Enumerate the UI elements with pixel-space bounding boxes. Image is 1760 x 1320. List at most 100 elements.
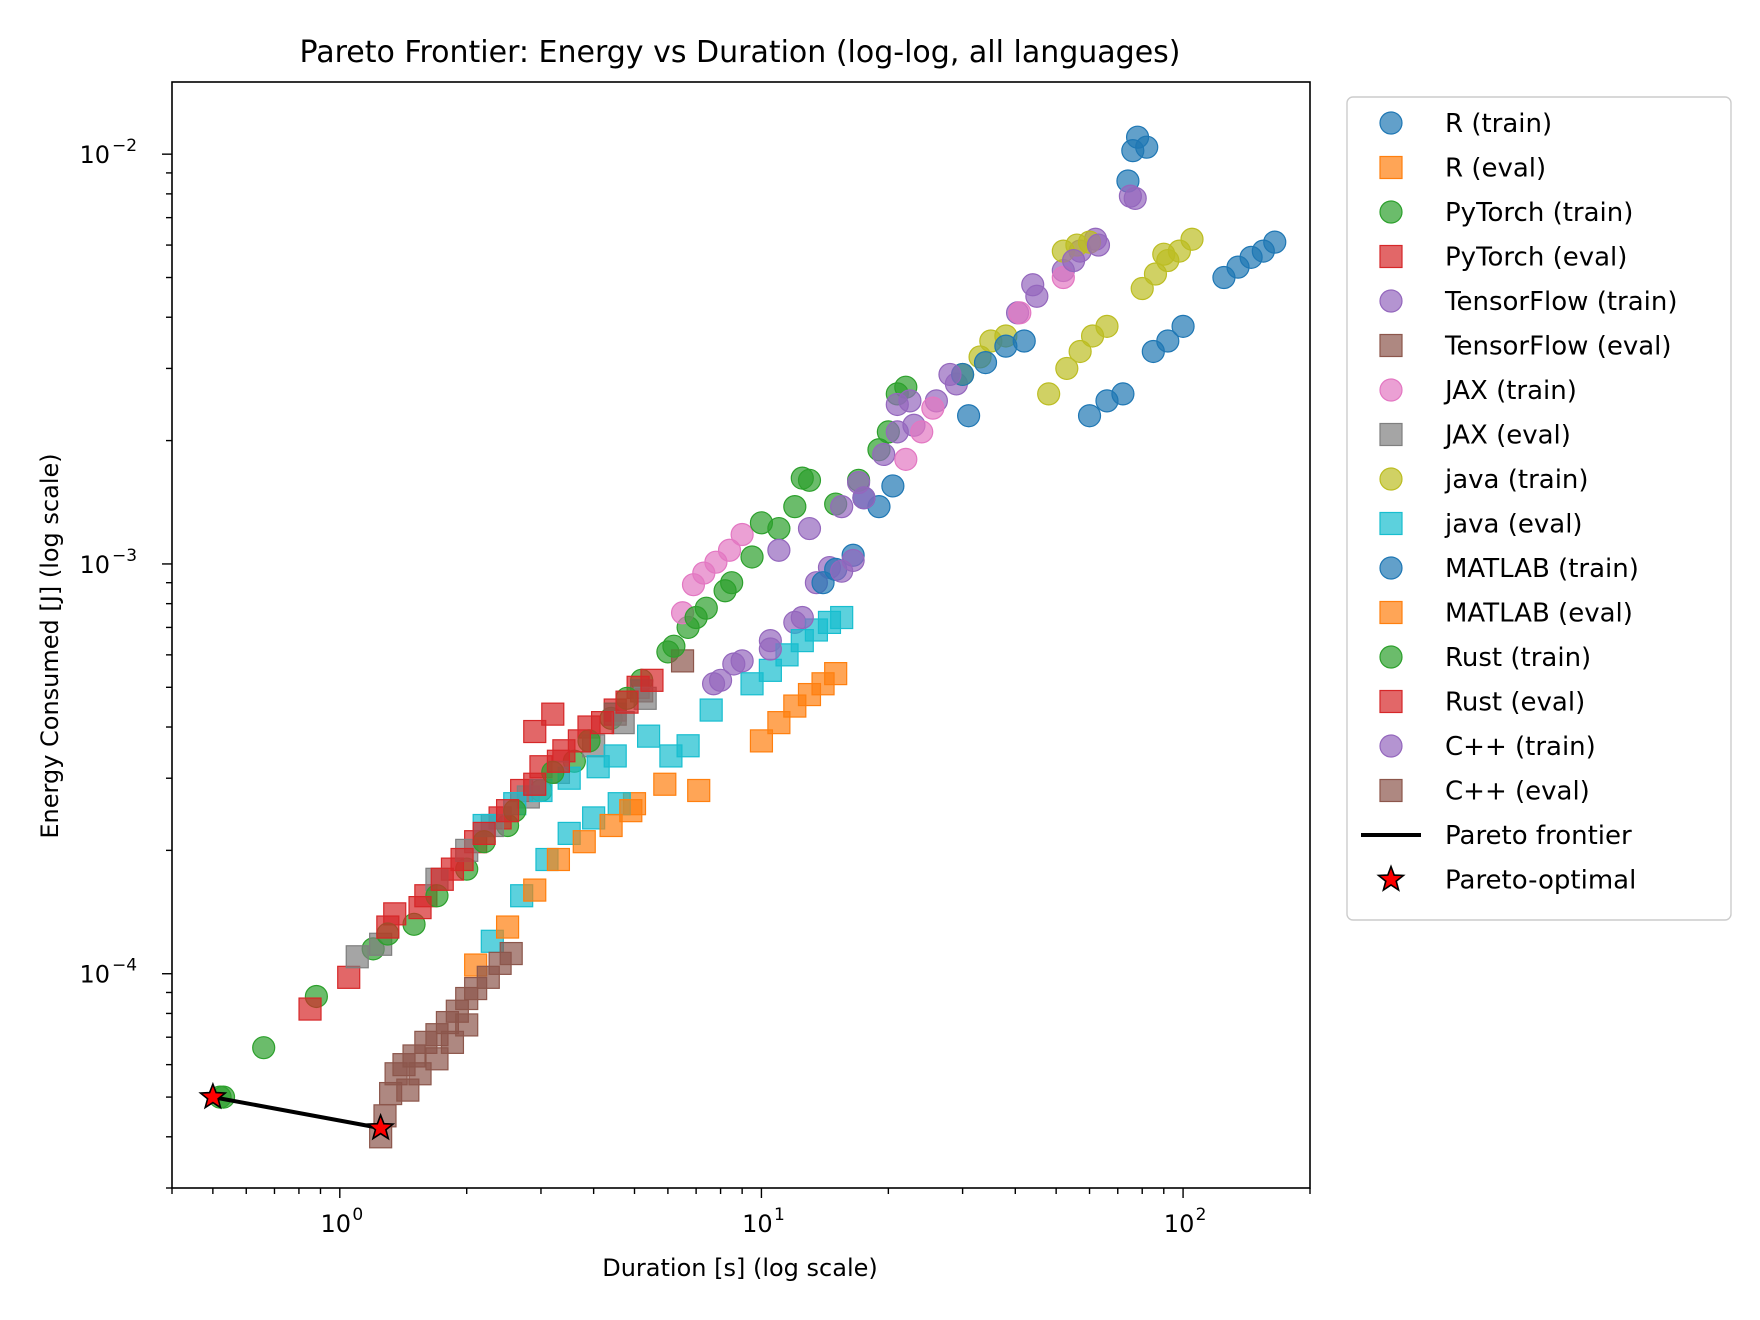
- x-tick-exponent: 2: [1196, 1205, 1207, 1225]
- data-markers: [198, 125, 1287, 1149]
- data-point: [841, 548, 865, 573]
- data-point: [1171, 314, 1195, 338]
- data-point: [611, 711, 635, 735]
- data-point: [337, 965, 361, 989]
- data-point: [1021, 273, 1045, 297]
- legend-swatch: [1379, 378, 1403, 402]
- legend-swatch: [1379, 155, 1403, 180]
- data-point: [701, 672, 726, 696]
- data-point: [1130, 276, 1154, 301]
- data-point: [687, 778, 711, 803]
- data-point: [749, 729, 774, 753]
- series-14: [701, 186, 1147, 696]
- data-point: [541, 702, 565, 726]
- legend-label: java (eval): [1444, 510, 1583, 540]
- legend-label: C++ (eval): [1445, 777, 1590, 807]
- y-tick-label: 10: [79, 551, 110, 579]
- legend-swatch: [1379, 556, 1403, 580]
- data-point: [852, 486, 876, 510]
- data-point: [1012, 329, 1036, 353]
- legend-swatch: [1379, 511, 1403, 536]
- data-point: [720, 571, 744, 595]
- data-point: [684, 605, 708, 630]
- x-tick-label: 10: [742, 1210, 773, 1238]
- pareto-optimal-star: [198, 1081, 228, 1110]
- data-point: [408, 896, 432, 920]
- y-tick-exponent: −3: [112, 546, 137, 566]
- legend-label: C++ (train): [1445, 732, 1596, 762]
- legend-label: JAX (train): [1443, 376, 1577, 406]
- data-point: [567, 729, 591, 753]
- legend-label: TensorFlow (train): [1444, 287, 1678, 317]
- data-point: [973, 350, 998, 375]
- chart-title: Pareto Frontier: Energy vs Duration (log…: [299, 35, 1180, 70]
- data-point: [653, 772, 677, 796]
- data-point: [345, 945, 369, 969]
- data-point: [898, 389, 922, 413]
- data-point: [740, 545, 764, 569]
- data-point: [872, 442, 896, 467]
- data-point: [572, 830, 596, 854]
- legend: R (train) R (eval) PyTorch (train) PyTorch …: [1346, 96, 1732, 921]
- data-point: [472, 821, 496, 846]
- data-point: [298, 997, 322, 1021]
- data-point: [1156, 329, 1180, 353]
- data-point: [885, 420, 909, 444]
- data-point: [957, 404, 981, 428]
- data-point: [440, 1030, 465, 1054]
- data-point: [1180, 227, 1204, 251]
- legend-swatch: [1379, 467, 1403, 491]
- plot-frame: [171, 81, 1311, 1189]
- data-point: [1051, 265, 1075, 290]
- data-point: [830, 495, 854, 519]
- data-point: [740, 672, 764, 696]
- legend-label: java (train): [1444, 465, 1589, 495]
- legend-star-swatch: [1376, 864, 1406, 892]
- data-point: [495, 799, 520, 823]
- data-point: [1061, 248, 1086, 273]
- data-point: [455, 1013, 479, 1037]
- pareto-frontier-line: [212, 1095, 381, 1131]
- data-point: [450, 847, 474, 872]
- legend-label: R (train): [1445, 109, 1552, 139]
- data-point: [758, 637, 782, 661]
- data-point: [590, 711, 615, 735]
- y-axis-label: Energy Consumed [J] (log scale): [36, 453, 64, 838]
- data-point: [546, 847, 571, 872]
- data-point: [430, 867, 454, 891]
- legend-label: PyTorch (train): [1445, 198, 1633, 228]
- series-13: [376, 668, 664, 939]
- data-point: [1152, 242, 1176, 266]
- data-point: [252, 1036, 276, 1060]
- y-tick-exponent: −2: [112, 136, 137, 156]
- legend-label: MATLAB (train): [1445, 554, 1639, 584]
- legend-swatch: [1379, 689, 1403, 714]
- data-point: [615, 690, 639, 714]
- data-point: [1123, 186, 1147, 210]
- data-point: [599, 813, 623, 838]
- legend-label: JAX (eval): [1443, 421, 1571, 451]
- data-point: [797, 516, 822, 541]
- data-point: [1008, 301, 1032, 325]
- x-axis-label: Duration [s] (log scale): [602, 1254, 878, 1282]
- y-tick-label: 10: [79, 961, 110, 989]
- data-point: [1086, 233, 1111, 257]
- legend-label: MATLAB (eval): [1445, 599, 1633, 629]
- data-point: [921, 396, 945, 420]
- legend-box: [1346, 96, 1732, 921]
- legend-label: Pareto-optimal: [1445, 866, 1636, 896]
- data-point: [722, 652, 746, 676]
- data-point: [881, 474, 905, 498]
- data-point: [790, 466, 814, 490]
- data-point: [1077, 404, 1102, 428]
- y-tick-label: 10: [79, 141, 110, 169]
- legend-swatch: [1379, 244, 1403, 269]
- data-point: [1095, 314, 1119, 338]
- plot-area: [198, 125, 1287, 1149]
- data-point: [1037, 382, 1061, 406]
- x-tick-exponent: 1: [774, 1205, 785, 1225]
- data-point: [495, 915, 520, 939]
- pareto-optimal-star: [366, 1112, 396, 1141]
- data-point: [830, 605, 854, 630]
- data-point: [1263, 230, 1287, 254]
